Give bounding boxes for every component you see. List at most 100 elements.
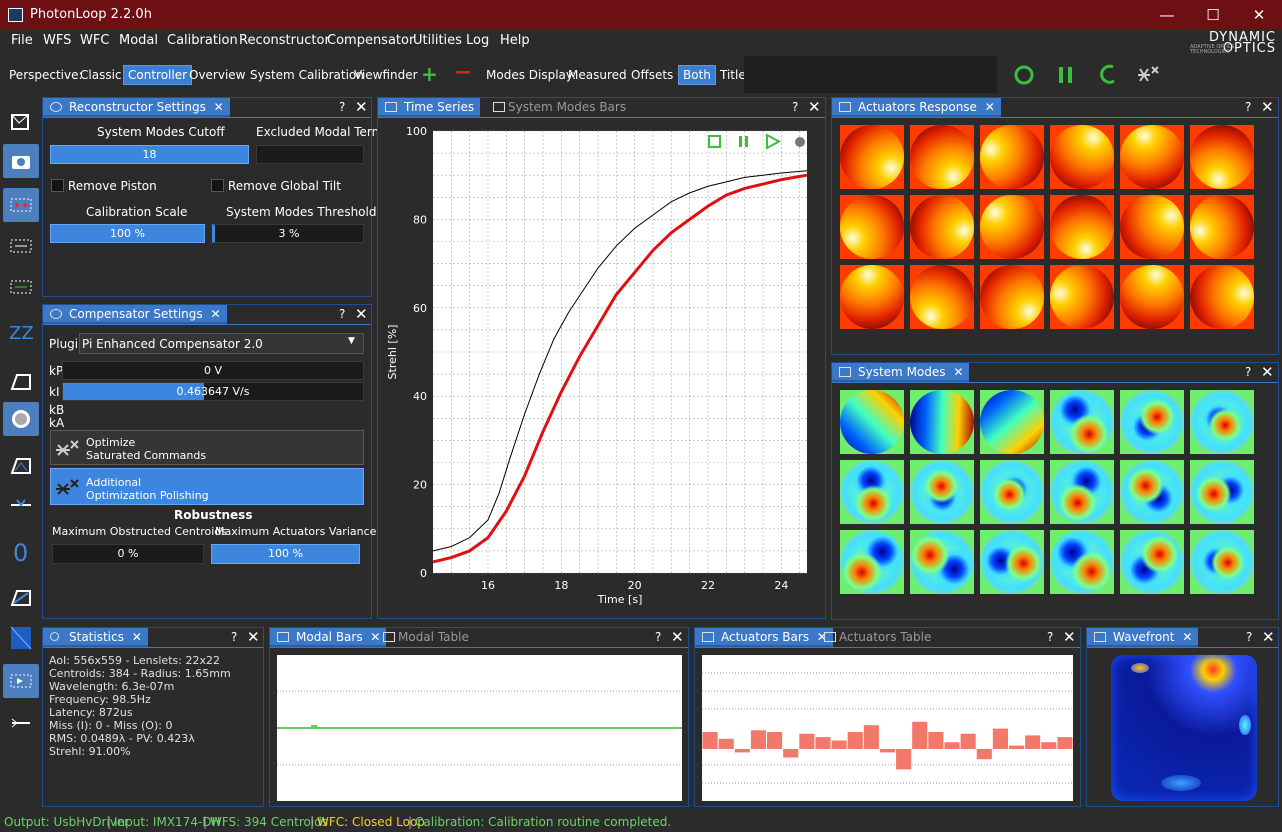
help-icon[interactable]: ?: [339, 307, 346, 321]
gear-icon[interactable]: [1138, 66, 1159, 82]
mode-both[interactable]: Both: [678, 65, 716, 85]
excluded-field[interactable]: [256, 145, 364, 164]
menu-modal[interactable]: Modal: [119, 33, 158, 48]
help-icon[interactable]: ?: [231, 630, 238, 644]
restart-loop-icon[interactable]: [1100, 64, 1115, 84]
perspective-overview[interactable]: Overview: [189, 68, 246, 82]
threshold-field[interactable]: 3 %: [212, 224, 364, 243]
actuator-bar: [863, 725, 879, 749]
help-icon[interactable]: ?: [1245, 365, 1252, 379]
camera-icon[interactable]: [3, 144, 39, 178]
mirror-icon[interactable]: [3, 364, 39, 398]
stop-icon[interactable]: [708, 135, 721, 148]
remove-perspective-button[interactable]: −: [454, 60, 473, 85]
flat-icon[interactable]: [3, 580, 39, 614]
help-icon[interactable]: ?: [1047, 630, 1054, 644]
system-mode-tile: [910, 390, 974, 454]
tab-time-series[interactable]: Time Series: [378, 98, 481, 117]
pause-loop-icon[interactable]: [1059, 67, 1063, 83]
zero-icon[interactable]: 0: [3, 532, 39, 566]
tilt-icon[interactable]: [3, 488, 39, 522]
panel-close-icon[interactable]: ✕: [355, 98, 368, 116]
panel-close-icon[interactable]: ✕: [355, 305, 368, 323]
perspective-classic[interactable]: Classic: [80, 68, 122, 82]
actuator-bar: [1008, 745, 1025, 749]
menu-compensator[interactable]: Compensator: [327, 33, 415, 48]
sleep-icon[interactable]: ZZ: [3, 314, 39, 348]
dm-icon[interactable]: [3, 402, 39, 436]
title-input[interactable]: [744, 56, 997, 93]
play-icon[interactable]: [766, 133, 782, 150]
tab-modal-table[interactable]: Modal Table: [376, 628, 475, 647]
send-icon[interactable]: [3, 664, 39, 698]
receive-icon[interactable]: [3, 706, 39, 740]
plugin-select[interactable]: Pi Enhanced Compensator 2.0 ▼: [79, 333, 364, 354]
tab-actuators-table[interactable]: Actuators Table: [817, 628, 937, 647]
optimize-saturated-button[interactable]: Optimize Saturated Commands: [50, 430, 364, 465]
remove-tilt-checkbox[interactable]: [211, 179, 224, 192]
perspective-controller[interactable]: Controller: [123, 65, 193, 85]
maximize-button[interactable]: ☐: [1206, 6, 1220, 24]
remove-piston-checkbox[interactable]: [51, 179, 64, 192]
status-wfs: WFS: 394 Centroids: [210, 815, 329, 829]
panel-close-icon[interactable]: ✕: [1261, 363, 1274, 381]
arrow-out-icon[interactable]: [3, 270, 39, 304]
menu-reconstructor[interactable]: Reconstructor: [239, 33, 330, 48]
start-loop-icon[interactable]: [1014, 65, 1034, 85]
aoi-icon[interactable]: [3, 188, 39, 222]
panel-close-icon[interactable]: ✕: [671, 628, 684, 646]
gear-icon: [50, 102, 62, 112]
tab-wavefront[interactable]: Wavefront ✕: [1087, 628, 1199, 647]
help-icon[interactable]: ?: [1245, 100, 1252, 114]
wfs-camera-icon[interactable]: [3, 104, 39, 138]
wfc-icon[interactable]: [3, 448, 39, 482]
arrow-in-icon[interactable]: [3, 229, 39, 263]
tab-modal-bars[interactable]: Modal Bars ✕: [270, 628, 387, 647]
tab-statistics[interactable]: Statistics ✕: [43, 628, 148, 647]
help-icon[interactable]: ?: [655, 630, 662, 644]
panel-close-icon[interactable]: ✕: [1261, 98, 1274, 116]
menu-wfs[interactable]: WFS: [43, 33, 72, 48]
max-obstructed-field[interactable]: 0 %: [52, 544, 204, 564]
add-perspective-button[interactable]: +: [421, 62, 438, 86]
mode-offsets[interactable]: Offsets: [631, 68, 674, 82]
help-icon[interactable]: ?: [792, 100, 799, 114]
actuator-bar: [847, 732, 863, 749]
grid-icon[interactable]: [3, 620, 39, 654]
actuator-response-tile: [1050, 265, 1114, 329]
perspective-viewfinder[interactable]: Viewfinder: [354, 68, 418, 82]
cutoff-field[interactable]: 18: [50, 145, 249, 164]
mode-measured[interactable]: Measured: [568, 68, 627, 82]
tab-reconstructor-settings[interactable]: Reconstructor Settings ✕: [43, 98, 230, 117]
help-icon[interactable]: ?: [1246, 630, 1253, 644]
max-variance-field[interactable]: 100 %: [211, 544, 360, 564]
tab-system-modes[interactable]: System Modes ✕: [832, 363, 970, 382]
menu-help[interactable]: Help: [500, 33, 530, 48]
menu-file[interactable]: File: [11, 33, 33, 48]
perspective-system-calibration[interactable]: System Calibration: [250, 68, 364, 82]
minimize-button[interactable]: —: [1159, 6, 1175, 24]
menu-calibration[interactable]: Calibration: [167, 33, 238, 48]
panel-close-icon[interactable]: ✕: [247, 628, 260, 646]
help-icon[interactable]: ?: [339, 100, 346, 114]
tab-system-modes-bars[interactable]: System Modes Bars: [486, 98, 632, 117]
chart-icon: [385, 102, 397, 112]
panel-close-icon[interactable]: ✕: [1063, 628, 1076, 646]
close-button[interactable]: ✕: [1252, 6, 1266, 24]
tab-actuators-bars[interactable]: Actuators Bars ✕: [695, 628, 833, 647]
ki-field[interactable]: 0.463647 V/s: [62, 382, 364, 401]
actuator-bar: [896, 749, 912, 770]
tab-actuators-response[interactable]: Actuators Response ✕: [832, 98, 1001, 117]
optimization-polishing-button[interactable]: Additional Optimization Polishing: [50, 468, 364, 505]
settings-icon[interactable]: [795, 137, 805, 147]
panel-close-icon[interactable]: ✕: [808, 98, 821, 116]
system-mode-tile: [910, 530, 974, 594]
kp-field[interactable]: 0 V: [62, 361, 364, 380]
panel-close-icon[interactable]: ✕: [1262, 628, 1275, 646]
menu-log[interactable]: Log: [466, 33, 490, 48]
tab-compensator-settings[interactable]: Compensator Settings ✕: [43, 305, 227, 324]
pause-icon[interactable]: [739, 136, 742, 147]
menu-wfc[interactable]: WFC: [80, 33, 110, 48]
cal-scale-field[interactable]: 100 %: [50, 224, 205, 243]
menu-utilities[interactable]: Utilities: [413, 33, 462, 48]
